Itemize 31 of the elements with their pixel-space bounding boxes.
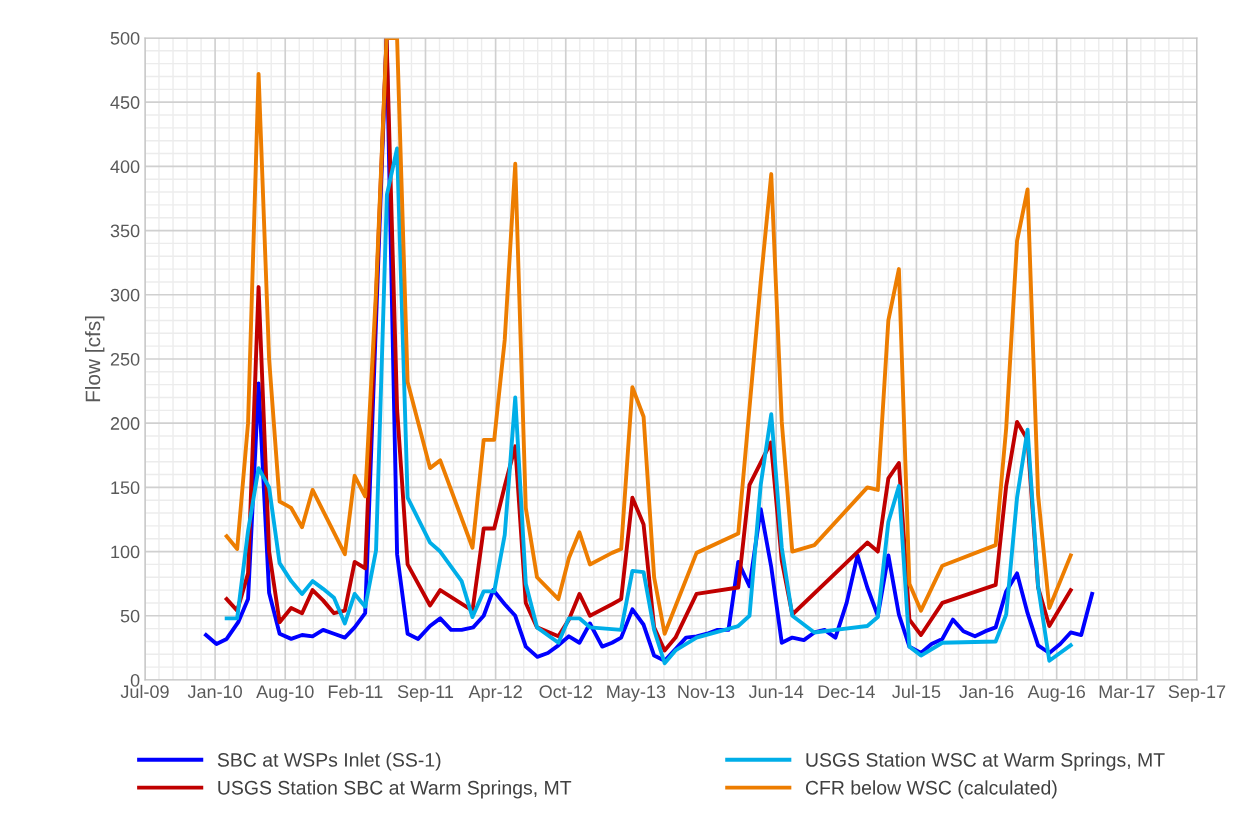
y-tick-label: 100	[111, 545, 140, 559]
y-tick-label: 400	[110, 160, 140, 174]
line-series	[224, 146, 1073, 666]
x-tick-label: Feb-11	[328, 684, 383, 699]
x-tick-label: Jul-15	[892, 684, 941, 699]
x-tick-label: Sep-17	[1168, 685, 1226, 702]
x-tick-label: Mar-17	[1099, 685, 1155, 699]
y-tick-label: 500	[110, 31, 140, 45]
x-tick-label: May-13	[607, 685, 666, 702]
x-tick-label: Sep-11	[397, 685, 454, 702]
y-tick-label: 150	[111, 481, 140, 495]
y-axis-title: Flow [cfs]	[85, 316, 105, 402]
y-tick-label: 350	[110, 224, 140, 238]
legend-label: USGS Station WSC at Warm Springs, MT	[806, 752, 1165, 771]
x-tick-label: Jan-16	[959, 685, 1014, 699]
legend-label: USGS Station SBC at Warm Springs, MT	[218, 780, 572, 799]
x-tick-label: Aug-10	[256, 685, 314, 702]
y-tick-label: 50	[120, 609, 140, 623]
y-tick-label: 200	[110, 417, 140, 430]
x-tick-label: Dec-14	[818, 685, 875, 699]
y-tick-label: 250	[110, 352, 140, 366]
x-tick-label: Nov-13	[678, 685, 735, 699]
legend-label: CFR below WSC (calculated)	[805, 780, 1057, 799]
x-tick-label: Oct-12	[539, 685, 592, 699]
x-tick-label: Aug-16	[1027, 685, 1085, 702]
y-tick-label: 450	[110, 96, 140, 109]
x-tick-label: Jan-10	[187, 685, 242, 699]
legend-label: SBC at WSPs Inlet (SS-1)	[217, 752, 441, 771]
x-tick-label: Jun-14	[748, 685, 804, 699]
y-tick-label: 300	[110, 288, 140, 302]
x-tick-label: Apr-12	[468, 685, 522, 702]
